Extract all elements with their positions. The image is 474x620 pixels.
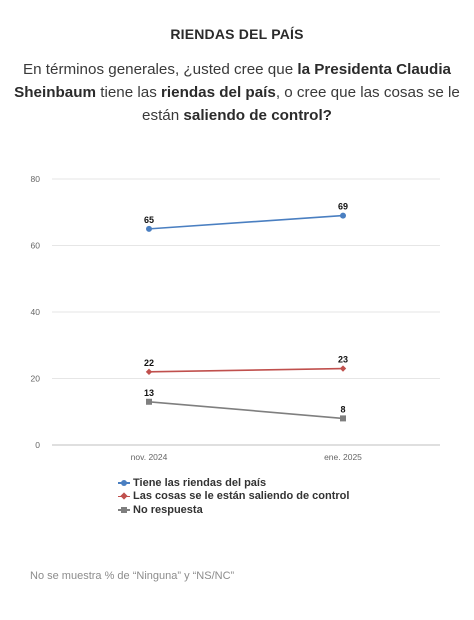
legend-label: No respuesta [133, 503, 203, 516]
y-tick-label: 60 [31, 241, 41, 251]
survey-question: En términos generales, ¿usted cree que l… [14, 58, 460, 127]
line-chart: 0 20 40 60 80 nov. 2024 ene. 2025 65 69 22 23 13 8 [31, 174, 440, 462]
y-tick-label: 80 [31, 174, 41, 184]
y-tick-label: 40 [31, 307, 41, 317]
legend-label: Las cosas se le están saliendo de contro… [133, 490, 350, 503]
question-text: En términos generales, ¿usted cree que [23, 61, 298, 78]
footnote: No se muestra % de “Ninguna” y “NS/NC” [30, 570, 235, 582]
data-point [339, 365, 347, 372]
data-label: 23 [338, 355, 348, 365]
data-label: 65 [144, 215, 154, 225]
question-emphasis: saliendo de control? [183, 107, 332, 124]
data-label: 69 [338, 202, 348, 212]
x-tick-label: nov. 2024 [131, 452, 168, 462]
chart-legend: Tiene las riendas del país Las cosas se l… [118, 476, 349, 517]
data-label: 22 [144, 358, 154, 368]
legend-item: No respuesta [118, 503, 349, 517]
legend-swatch [118, 505, 130, 515]
series-line [148, 214, 344, 230]
x-tick-label: ene. 2025 [324, 452, 362, 462]
data-point [340, 415, 346, 422]
question-text: tiene las [96, 84, 162, 101]
question-emphasis: riendas del país [161, 84, 276, 101]
legend-item: Las cosas se le están saliendo de contro… [118, 490, 349, 504]
legend-item: Tiene las riendas del país [118, 476, 349, 490]
data-label: 13 [144, 388, 154, 398]
y-tick-label: 20 [31, 374, 41, 384]
data-point [146, 398, 152, 405]
y-tick-label: 0 [35, 440, 40, 450]
question-emphasis: la Presidenta Claudia Sheinbaum [14, 61, 451, 101]
chart-header: RIENDAS DEL PAÍS [170, 26, 304, 42]
legend-swatch [118, 491, 130, 501]
question-text: , o cree que las cosas se le están [142, 84, 460, 124]
legend-swatch [118, 478, 130, 488]
series-line [148, 367, 344, 373]
legend-label: Tiene las riendas del país [133, 476, 267, 489]
data-point [146, 225, 152, 232]
data-point [340, 212, 346, 219]
data-point [145, 368, 153, 376]
series-line [148, 400, 344, 420]
data-label: 8 [340, 404, 345, 414]
